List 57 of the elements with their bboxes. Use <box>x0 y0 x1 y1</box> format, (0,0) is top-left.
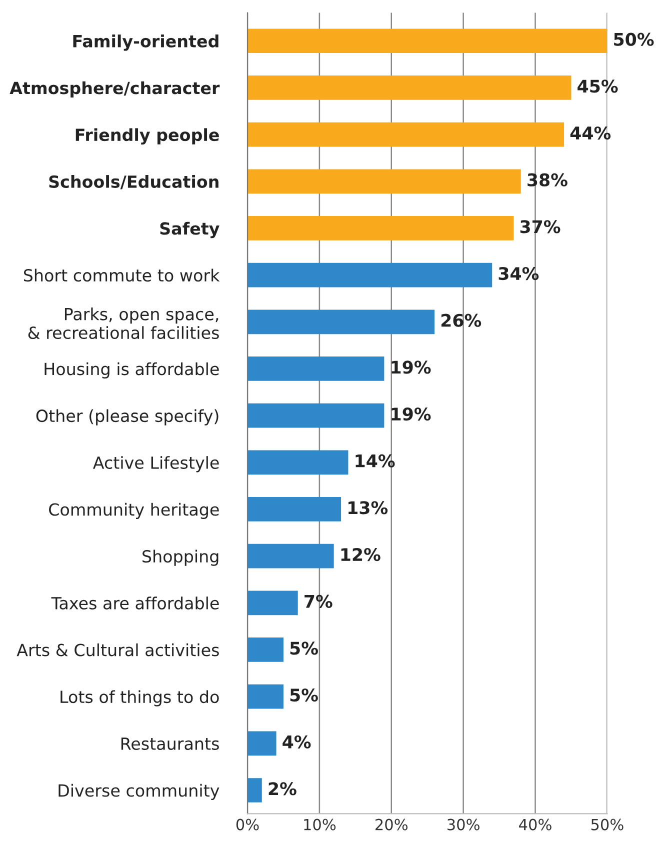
data-label: 38% <box>528 173 568 186</box>
y-tick-label: Active Lifestyle <box>92 456 219 472</box>
y-tick-label: Parks, open space, & recreational facilities <box>28 307 219 340</box>
y-tick-label: Family-oriented <box>73 34 218 51</box>
x-tick-label: 50% <box>591 818 624 830</box>
y-tick-label: Safety <box>160 222 220 238</box>
data-label: 5% <box>290 642 318 655</box>
data-label: 34% <box>498 266 539 280</box>
data-label: 50% <box>614 32 654 46</box>
data-label: 4% <box>282 735 311 748</box>
bar <box>248 216 514 240</box>
data-label: 13% <box>348 501 388 514</box>
bar <box>248 544 334 568</box>
data-label: 5% <box>290 688 318 702</box>
bar <box>248 450 348 475</box>
bar <box>248 28 608 54</box>
bar <box>248 169 521 194</box>
x-tick-label: 0% <box>236 818 259 830</box>
bar <box>248 778 262 802</box>
x-tick-label: 40% <box>519 818 552 830</box>
data-label: 7% <box>304 594 332 608</box>
bar <box>248 684 284 709</box>
y-tick-label: Housing is affordable <box>44 362 219 379</box>
y-tick-label: Schools/Education <box>49 175 218 190</box>
bar <box>248 76 572 100</box>
y-tick-label: Shopping <box>142 550 218 566</box>
data-label: 45% <box>578 80 618 93</box>
y-tick-label: Community heritage <box>49 502 219 520</box>
data-label: 2% <box>268 782 296 796</box>
bar <box>248 403 384 428</box>
data-label: 19% <box>392 407 431 421</box>
bar <box>248 356 384 381</box>
bar <box>248 122 564 147</box>
x-tick-label: 20% <box>376 818 408 830</box>
data-label: 37% <box>520 220 560 234</box>
y-tick-label: Diverse community <box>58 784 220 800</box>
y-tick-label: Restaurants <box>121 738 219 750</box>
data-label: 44% <box>570 126 611 140</box>
bar <box>248 310 435 334</box>
bar <box>248 590 298 616</box>
y-tick-label: Atmosphere/character <box>10 81 220 98</box>
y-tick-label: Short commute to work <box>24 268 220 282</box>
y-tick-label: Taxes are affordable <box>51 596 219 610</box>
bar <box>248 638 284 662</box>
data-label: 19% <box>392 360 431 374</box>
data-label: 12% <box>341 548 380 562</box>
y-tick-label: Friendly people <box>76 128 219 144</box>
bar <box>248 262 492 288</box>
y-tick-label: Lots of things to do <box>60 690 219 706</box>
bar <box>248 731 276 756</box>
x-tick-label: 30% <box>448 818 480 830</box>
y-tick-label: Other (please specify) <box>36 409 218 426</box>
bar <box>248 497 342 522</box>
x-tick-label: 10% <box>304 818 336 830</box>
data-label: 14% <box>356 454 395 468</box>
data-label: 26% <box>441 314 482 327</box>
y-tick-label: Arts & Cultural activities <box>16 643 219 656</box>
